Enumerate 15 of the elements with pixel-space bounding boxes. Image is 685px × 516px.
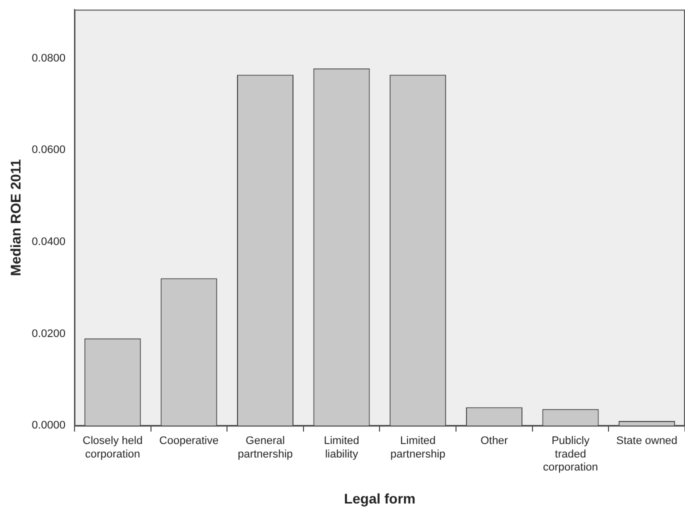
- x-tick-label: State owned: [616, 435, 678, 448]
- y-tick-label: 0.0400: [32, 236, 66, 248]
- x-tick-label: Other: [480, 435, 508, 448]
- x-tick-label: Cooperative: [159, 435, 219, 448]
- y-tick-label: 0.0200: [32, 328, 66, 340]
- x-tick-label: Publicly traded corporation: [542, 435, 598, 474]
- y-axis-title: Median ROE 2011: [7, 159, 24, 276]
- y-tick-label: 0.0000: [32, 420, 66, 432]
- x-tick-label: Closely held corporation: [82, 435, 143, 460]
- x-axis-title: Legal form: [344, 490, 416, 506]
- x-tick-label: Limited liability: [324, 435, 360, 460]
- x-tick-label: General partnership: [238, 435, 293, 460]
- x-tick-label: Limited partnership: [390, 435, 446, 460]
- y-tick-label: 0.0800: [32, 52, 66, 64]
- y-tick-label: 0.0600: [32, 144, 66, 156]
